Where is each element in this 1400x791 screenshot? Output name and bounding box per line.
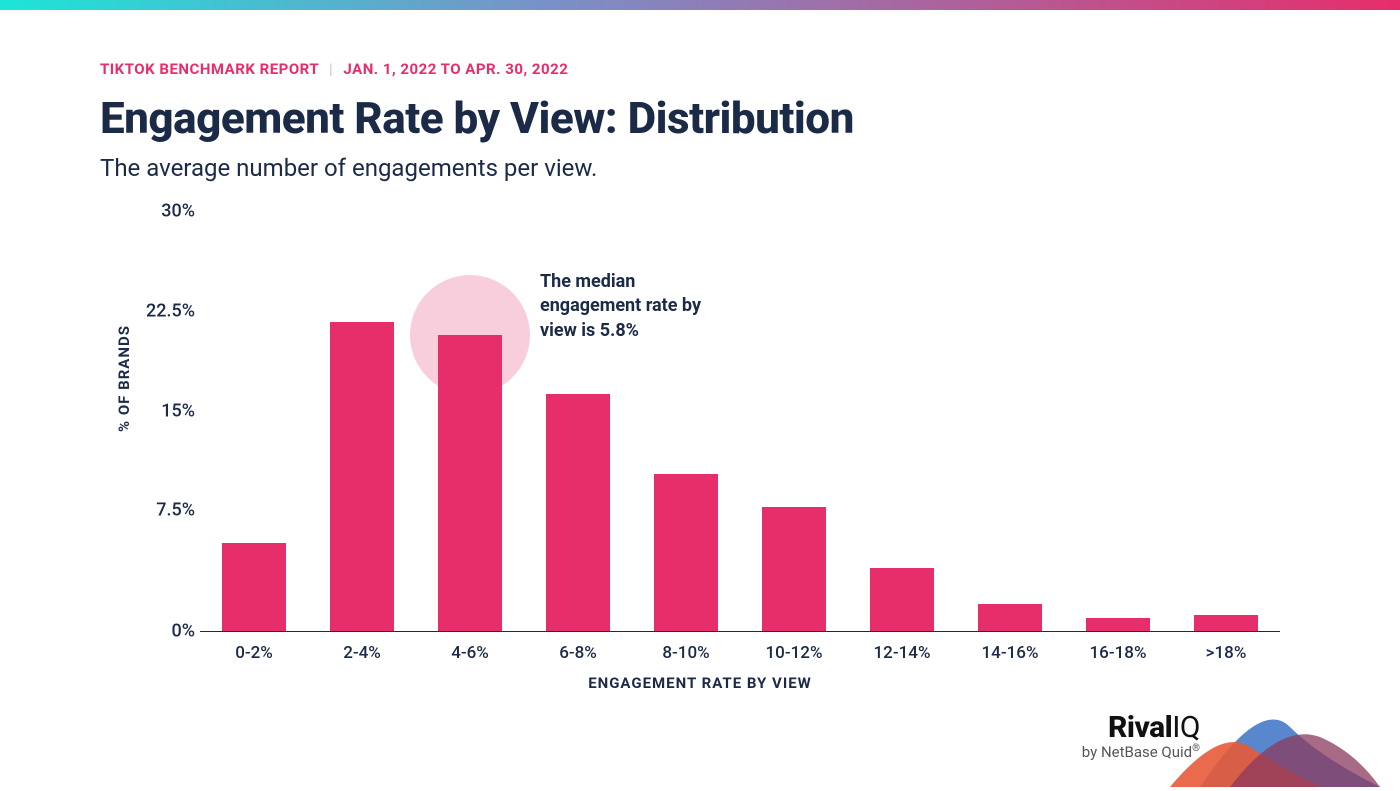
brand-name: RivalIQ <box>1082 710 1200 745</box>
page-title: Engagement Rate by View: Distribution <box>100 92 1300 144</box>
x-tick: 8-10% <box>662 643 709 663</box>
y-tick: 30% <box>140 201 195 222</box>
brand-thin: IQ <box>1172 710 1200 745</box>
annotation-text: view is 5.8% <box>540 319 701 343</box>
median-annotation: The median engagement rate by view is 5.… <box>540 270 701 343</box>
bar-column: 12-14% <box>848 568 956 631</box>
brand-block: RivalIQ by NetBase Quid® <box>1082 710 1200 761</box>
bar-column: 16-18% <box>1064 618 1172 631</box>
bar-column: 2-4% <box>308 322 416 631</box>
bar-column: 10-12% <box>740 507 848 631</box>
top-gradient-bar <box>0 0 1400 10</box>
bar <box>438 335 502 631</box>
annotation-text: engagement rate by <box>540 294 701 318</box>
content-area: TIKTOK BENCHMARK REPORT | JAN. 1, 2022 T… <box>0 10 1400 702</box>
brand-bold: Rival <box>1108 710 1172 745</box>
y-tick: 22.5% <box>140 300 195 321</box>
bar <box>1086 618 1150 631</box>
eyebrow-line: TIKTOK BENCHMARK REPORT | JAN. 1, 2022 T… <box>100 60 1300 78</box>
bar <box>870 568 934 631</box>
x-tick: 14-16% <box>982 643 1039 663</box>
x-axis-label: ENGAGEMENT RATE BY VIEW <box>100 674 1300 692</box>
bar <box>978 604 1042 631</box>
chart-container: % OF BRANDS 0% 7.5% 15% 22.5% 30% The me… <box>100 232 1300 702</box>
bar-column: 8-10% <box>632 474 740 631</box>
bar-column: >18% <box>1172 615 1280 631</box>
bar-column: 0-2% <box>200 543 308 631</box>
bars-row: 0-2%2-4%4-6%6-8%8-10%10-12%12-14%14-16%1… <box>200 232 1280 631</box>
x-tick: 2-4% <box>343 643 381 663</box>
x-tick: 6-8% <box>559 643 597 663</box>
annotation-text: The median <box>540 270 701 294</box>
x-tick: 12-14% <box>874 643 931 663</box>
byline-text: by NetBase Quid <box>1082 743 1192 761</box>
x-tick: 0-2% <box>235 643 273 663</box>
y-tick: 0% <box>140 621 195 642</box>
brand-byline: by NetBase Quid® <box>1082 743 1200 761</box>
page-subtitle: The average number of engagements per vi… <box>100 154 1300 182</box>
bar-column: 14-16% <box>956 604 1064 631</box>
plot-area: 0% 7.5% 15% 22.5% 30% The median engagem… <box>200 232 1280 632</box>
bar <box>546 394 610 631</box>
report-name: TIKTOK BENCHMARK REPORT <box>100 60 319 78</box>
x-tick: 4-6% <box>451 643 489 663</box>
registered-mark: ® <box>1192 743 1200 754</box>
eyebrow-separator: | <box>329 60 333 78</box>
y-tick: 15% <box>140 400 195 421</box>
x-tick: 16-18% <box>1090 643 1147 663</box>
bar <box>762 507 826 631</box>
y-tick: 7.5% <box>140 500 195 521</box>
y-axis-label: % OF BRANDS <box>115 325 133 432</box>
bar <box>330 322 394 631</box>
x-tick: >18% <box>1206 643 1247 663</box>
bar-column: 4-6% <box>416 335 524 631</box>
date-range: JAN. 1, 2022 TO APR. 30, 2022 <box>343 60 568 78</box>
bar-column: 6-8% <box>524 394 632 631</box>
bar <box>654 474 718 631</box>
bar <box>222 543 286 631</box>
bar <box>1194 615 1258 631</box>
x-tick: 10-12% <box>766 643 823 663</box>
